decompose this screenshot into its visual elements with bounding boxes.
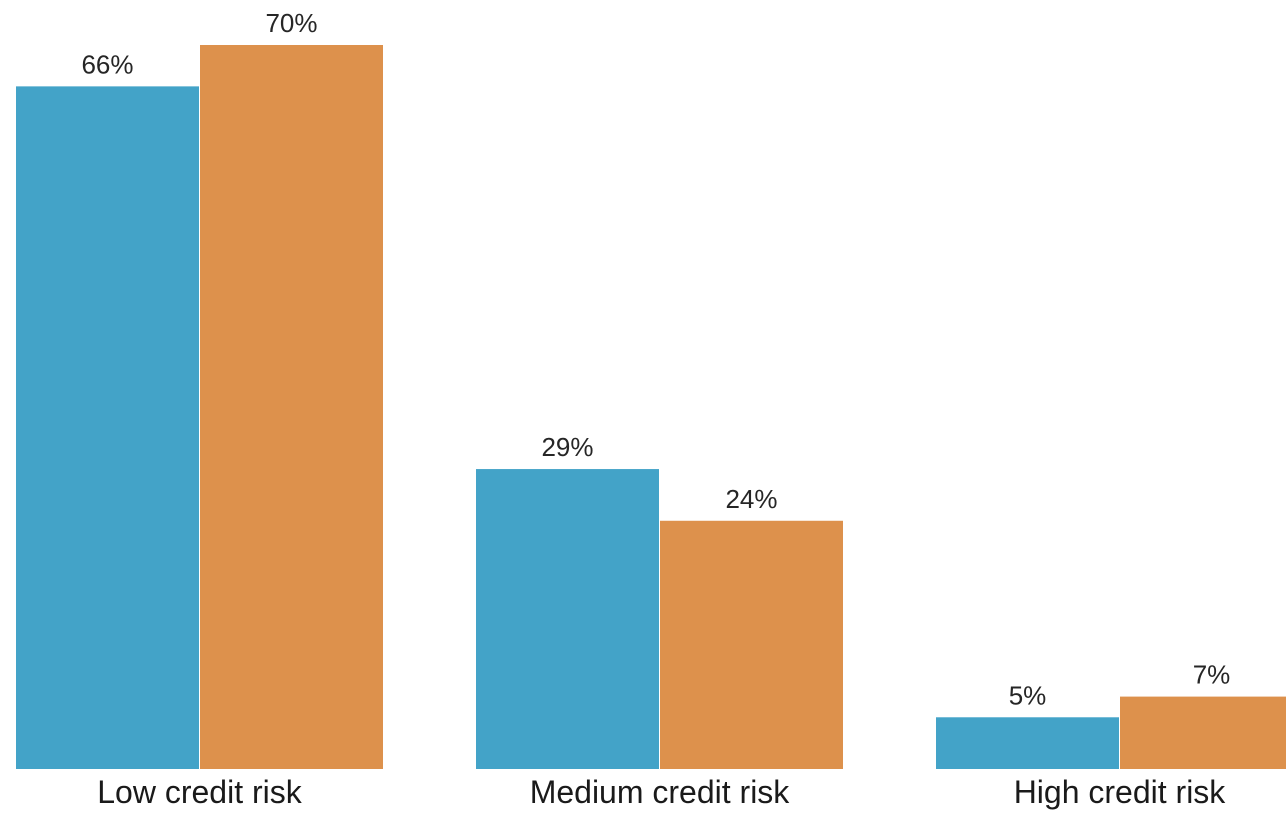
bar-value-label-high-credit-risk-series-1: 5% — [1009, 680, 1047, 710]
bar-value-label-low-credit-risk-series-1: 66% — [81, 49, 133, 79]
category-label-high-credit-risk: High credit risk — [1014, 774, 1227, 810]
bars-group — [16, 45, 1286, 769]
bar-low-credit-risk-series-2 — [200, 45, 383, 769]
bar-labels-group: 66% 70% 29% 24% 5% 7% — [81, 8, 1230, 710]
bar-value-label-high-credit-risk-series-2: 7% — [1193, 660, 1231, 690]
category-label-low-credit-risk: Low credit risk — [97, 774, 303, 810]
bar-value-label-low-credit-risk-series-2: 70% — [265, 8, 317, 38]
bar-medium-credit-risk-series-1 — [476, 469, 659, 769]
bar-value-label-medium-credit-risk-series-2: 24% — [725, 484, 777, 514]
bar-value-label-medium-credit-risk-series-1: 29% — [541, 432, 593, 462]
bar-low-credit-risk-series-1 — [16, 86, 199, 769]
bar-high-credit-risk-series-1 — [936, 717, 1119, 769]
bar-high-credit-risk-series-2 — [1120, 696, 1286, 769]
category-labels-group: Low credit risk Medium credit risk High cr… — [97, 774, 1226, 810]
bar-medium-credit-risk-series-2 — [660, 520, 843, 769]
category-label-medium-credit-risk: Medium credit risk — [530, 774, 791, 810]
